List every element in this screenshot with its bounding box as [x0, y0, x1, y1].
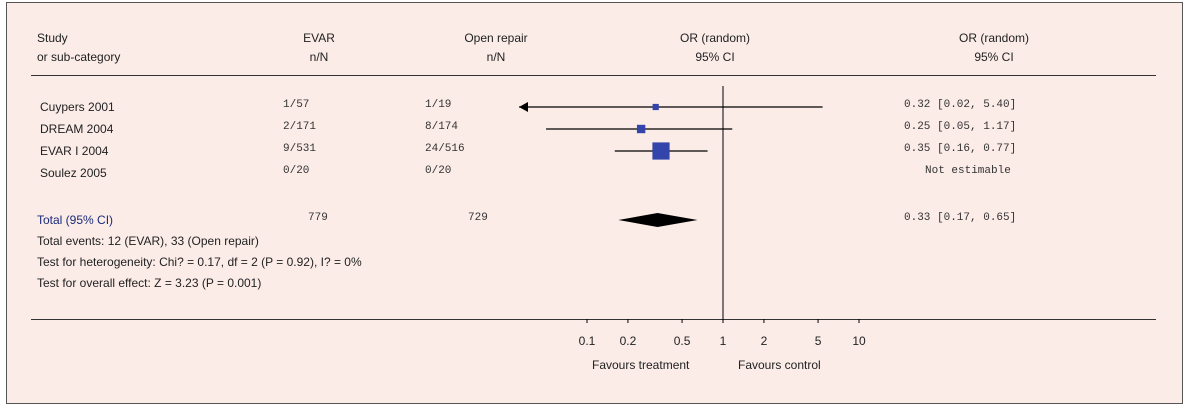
favours-control-label: Favours control	[738, 358, 821, 372]
study-square	[652, 142, 670, 160]
axis-tick-label: 5	[815, 334, 822, 348]
header-ci-plot: 95% CI	[695, 50, 735, 64]
study-square	[652, 103, 659, 111]
heterogeneity-test: Test for heterogeneity: Chi? = 0.17, df …	[37, 255, 362, 269]
header-open-nn: n/N	[486, 50, 506, 64]
study-evar: 0/20	[283, 165, 310, 177]
study-result: 0.35 [0.16, 0.77]	[904, 143, 1017, 155]
study-result: 0.25 [0.05, 1.17]	[904, 121, 1017, 133]
study-name: EVAR I 2004	[40, 144, 109, 158]
footer-rule	[31, 319, 1156, 320]
overall-effect-test: Test for overall effect: Z = 3.23 (P = 0…	[37, 276, 262, 290]
axis-tick-label: 0.5	[674, 334, 691, 348]
study-evar: 2/171	[283, 121, 317, 133]
header-subcategory: or sub-category	[37, 50, 121, 64]
header-evar: EVAR	[303, 31, 335, 45]
study-name: Soulez 2005	[40, 166, 107, 180]
study-open: 1/19	[425, 99, 452, 111]
study-result: 0.32 [0.02, 5.40]	[904, 99, 1017, 111]
header-evar-nn: n/N	[309, 50, 329, 64]
header-rule	[31, 75, 1156, 76]
total-label: Total (95% CI)	[37, 213, 114, 227]
header-ci-result: 95% CI	[974, 50, 1014, 64]
header-open-repair: Open repair	[464, 31, 528, 45]
study-name: DREAM 2004	[40, 122, 114, 136]
axis-tick-label: 1	[720, 334, 727, 348]
study-open: 8/174	[425, 121, 459, 133]
axis-tick-label: 10	[852, 334, 866, 348]
study-open: 24/516	[425, 143, 465, 155]
axis-tick-label: 2	[761, 334, 768, 348]
total-result: 0.33 [0.17, 0.65]	[904, 212, 1017, 224]
forest-plot-svg: 0.1 0.2 0.5 1 2 5 10	[519, 86, 866, 348]
study-name: Cuypers 2001	[40, 100, 115, 114]
pooled-diamond	[618, 213, 698, 227]
study-open: 0/20	[425, 165, 452, 177]
study-square	[636, 124, 646, 134]
forest-plot-panel: Study or sub-category EVAR n/N Open repa…	[6, 2, 1183, 404]
header-or-result: OR (random)	[958, 31, 1030, 45]
total-open: 729	[468, 212, 488, 224]
header-or-plot: OR (random)	[679, 31, 751, 45]
study-evar: 9/531	[283, 143, 317, 155]
favours-treatment-label: Favours treatment	[592, 358, 690, 372]
ci-arrow	[519, 102, 528, 112]
total-evar: 779	[308, 212, 328, 224]
header-study: Study	[37, 31, 68, 45]
study-result: Not estimable	[925, 165, 1011, 177]
study-evar: 1/57	[283, 99, 310, 111]
axis-tick-label: 0.1	[579, 334, 596, 348]
total-events: Total events: 12 (EVAR), 33 (Open repair…	[37, 234, 259, 248]
axis-tick-label: 0.2	[620, 334, 637, 348]
